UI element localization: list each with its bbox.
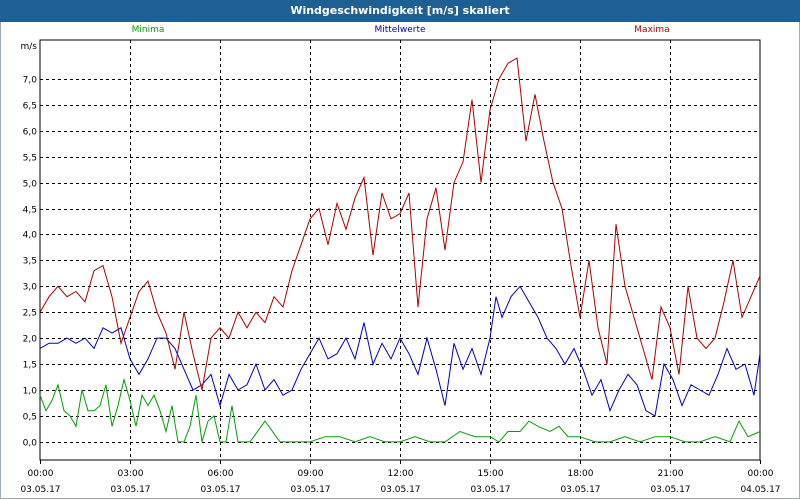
y-tick-label: 6,5 bbox=[23, 102, 37, 112]
y-tick-label: 1,0 bbox=[23, 387, 38, 397]
x-tick-date: 03.05.17 bbox=[470, 485, 510, 495]
grid-layer bbox=[40, 40, 760, 460]
legend-entry-mittelwerte: Mittelwerte bbox=[374, 25, 425, 35]
x-tick-date: 03.05.17 bbox=[560, 485, 600, 495]
legend-layer: Minima Mittelwerte Maxima bbox=[132, 25, 670, 35]
y-tick-label: 2,5 bbox=[23, 309, 37, 319]
x-tick-date: 03.05.17 bbox=[20, 485, 60, 495]
y-tick-label: 3,5 bbox=[23, 257, 37, 267]
x-tick-date: 03.05.17 bbox=[380, 485, 420, 495]
y-tick-label: 0,5 bbox=[23, 413, 37, 423]
series-line-minima bbox=[39, 377, 761, 443]
y-tick-label: 5,0 bbox=[23, 180, 38, 190]
series-layer bbox=[39, 57, 761, 443]
x-tick-time: 09:00 bbox=[298, 469, 324, 479]
axis-layer: 0,0 0,5 1,0 1,5 2,0 2,5 3,0 3,5 4,0 4,5 5,0 5,5 6,0 6… bbox=[20, 39, 781, 495]
y-tick-label: 6,0 bbox=[23, 128, 38, 138]
legend-entry-maxima: Maxima bbox=[634, 25, 669, 35]
y-tick-label: 4,0 bbox=[23, 231, 38, 241]
x-tick-time: 03:00 bbox=[118, 469, 144, 479]
y-axis-label: m/s bbox=[21, 42, 38, 52]
x-tick-date: 03.05.17 bbox=[200, 485, 240, 495]
chart-title: Windgeschwindigkeit [m/s] skaliert bbox=[0, 0, 800, 22]
y-tick-label: 7,0 bbox=[23, 76, 38, 86]
x-tick-time: 00:00 bbox=[28, 469, 54, 479]
series-line-mittelwerte bbox=[39, 285, 761, 417]
x-tick-date: 03.05.17 bbox=[110, 485, 150, 495]
y-tick-label: 1,5 bbox=[23, 361, 37, 371]
x-tick-time: 15:00 bbox=[478, 469, 504, 479]
y-tick-label: 4,5 bbox=[23, 206, 37, 216]
x-tick-date: 03.05.17 bbox=[290, 485, 330, 495]
x-tick-date: 03.05.17 bbox=[650, 485, 690, 495]
legend-entry-minima: Minima bbox=[132, 25, 165, 35]
y-tick-label: 2,0 bbox=[23, 335, 38, 345]
series-line-maxima bbox=[39, 57, 761, 391]
y-tick-label: 0,0 bbox=[23, 439, 38, 449]
x-tick-time: 06:00 bbox=[208, 469, 234, 479]
y-tick-label: 3,0 bbox=[23, 283, 38, 293]
x-tick-time: 18:00 bbox=[568, 469, 594, 479]
x-tick-time: 21:00 bbox=[658, 469, 684, 479]
x-tick-date: 04.05.17 bbox=[740, 485, 780, 495]
y-tick-label: 5,5 bbox=[23, 154, 37, 164]
x-tick-time: 12:00 bbox=[388, 469, 414, 479]
x-tick-time: 00:00 bbox=[748, 469, 774, 479]
